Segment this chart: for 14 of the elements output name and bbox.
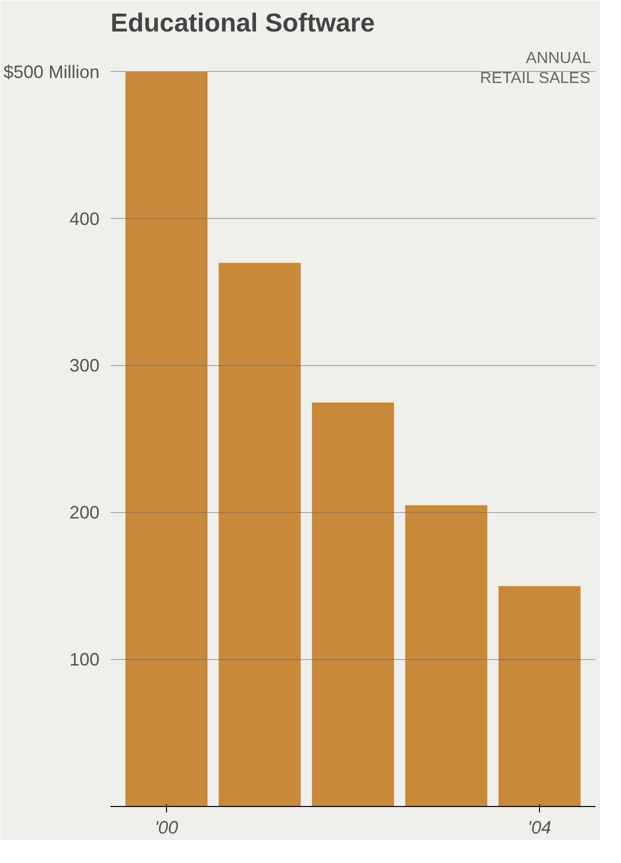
y-tick-label: 400 <box>69 208 100 229</box>
x-tick-label: '04 <box>528 818 552 838</box>
y-tick-label: 300 <box>69 356 100 376</box>
bar <box>218 262 301 806</box>
bar <box>405 505 488 806</box>
bar <box>498 586 581 806</box>
bar <box>312 402 394 806</box>
x-tick-label: '00 <box>154 818 178 838</box>
bar <box>125 72 208 806</box>
y-tick-label: 100 <box>69 650 100 670</box>
y-tick-label: $500 Million <box>3 62 100 82</box>
annotation: ANNUAL RETAIL SALES <box>480 50 591 88</box>
y-tick-label: 200 <box>69 502 100 523</box>
chart-title: Educational Software <box>110 8 375 38</box>
